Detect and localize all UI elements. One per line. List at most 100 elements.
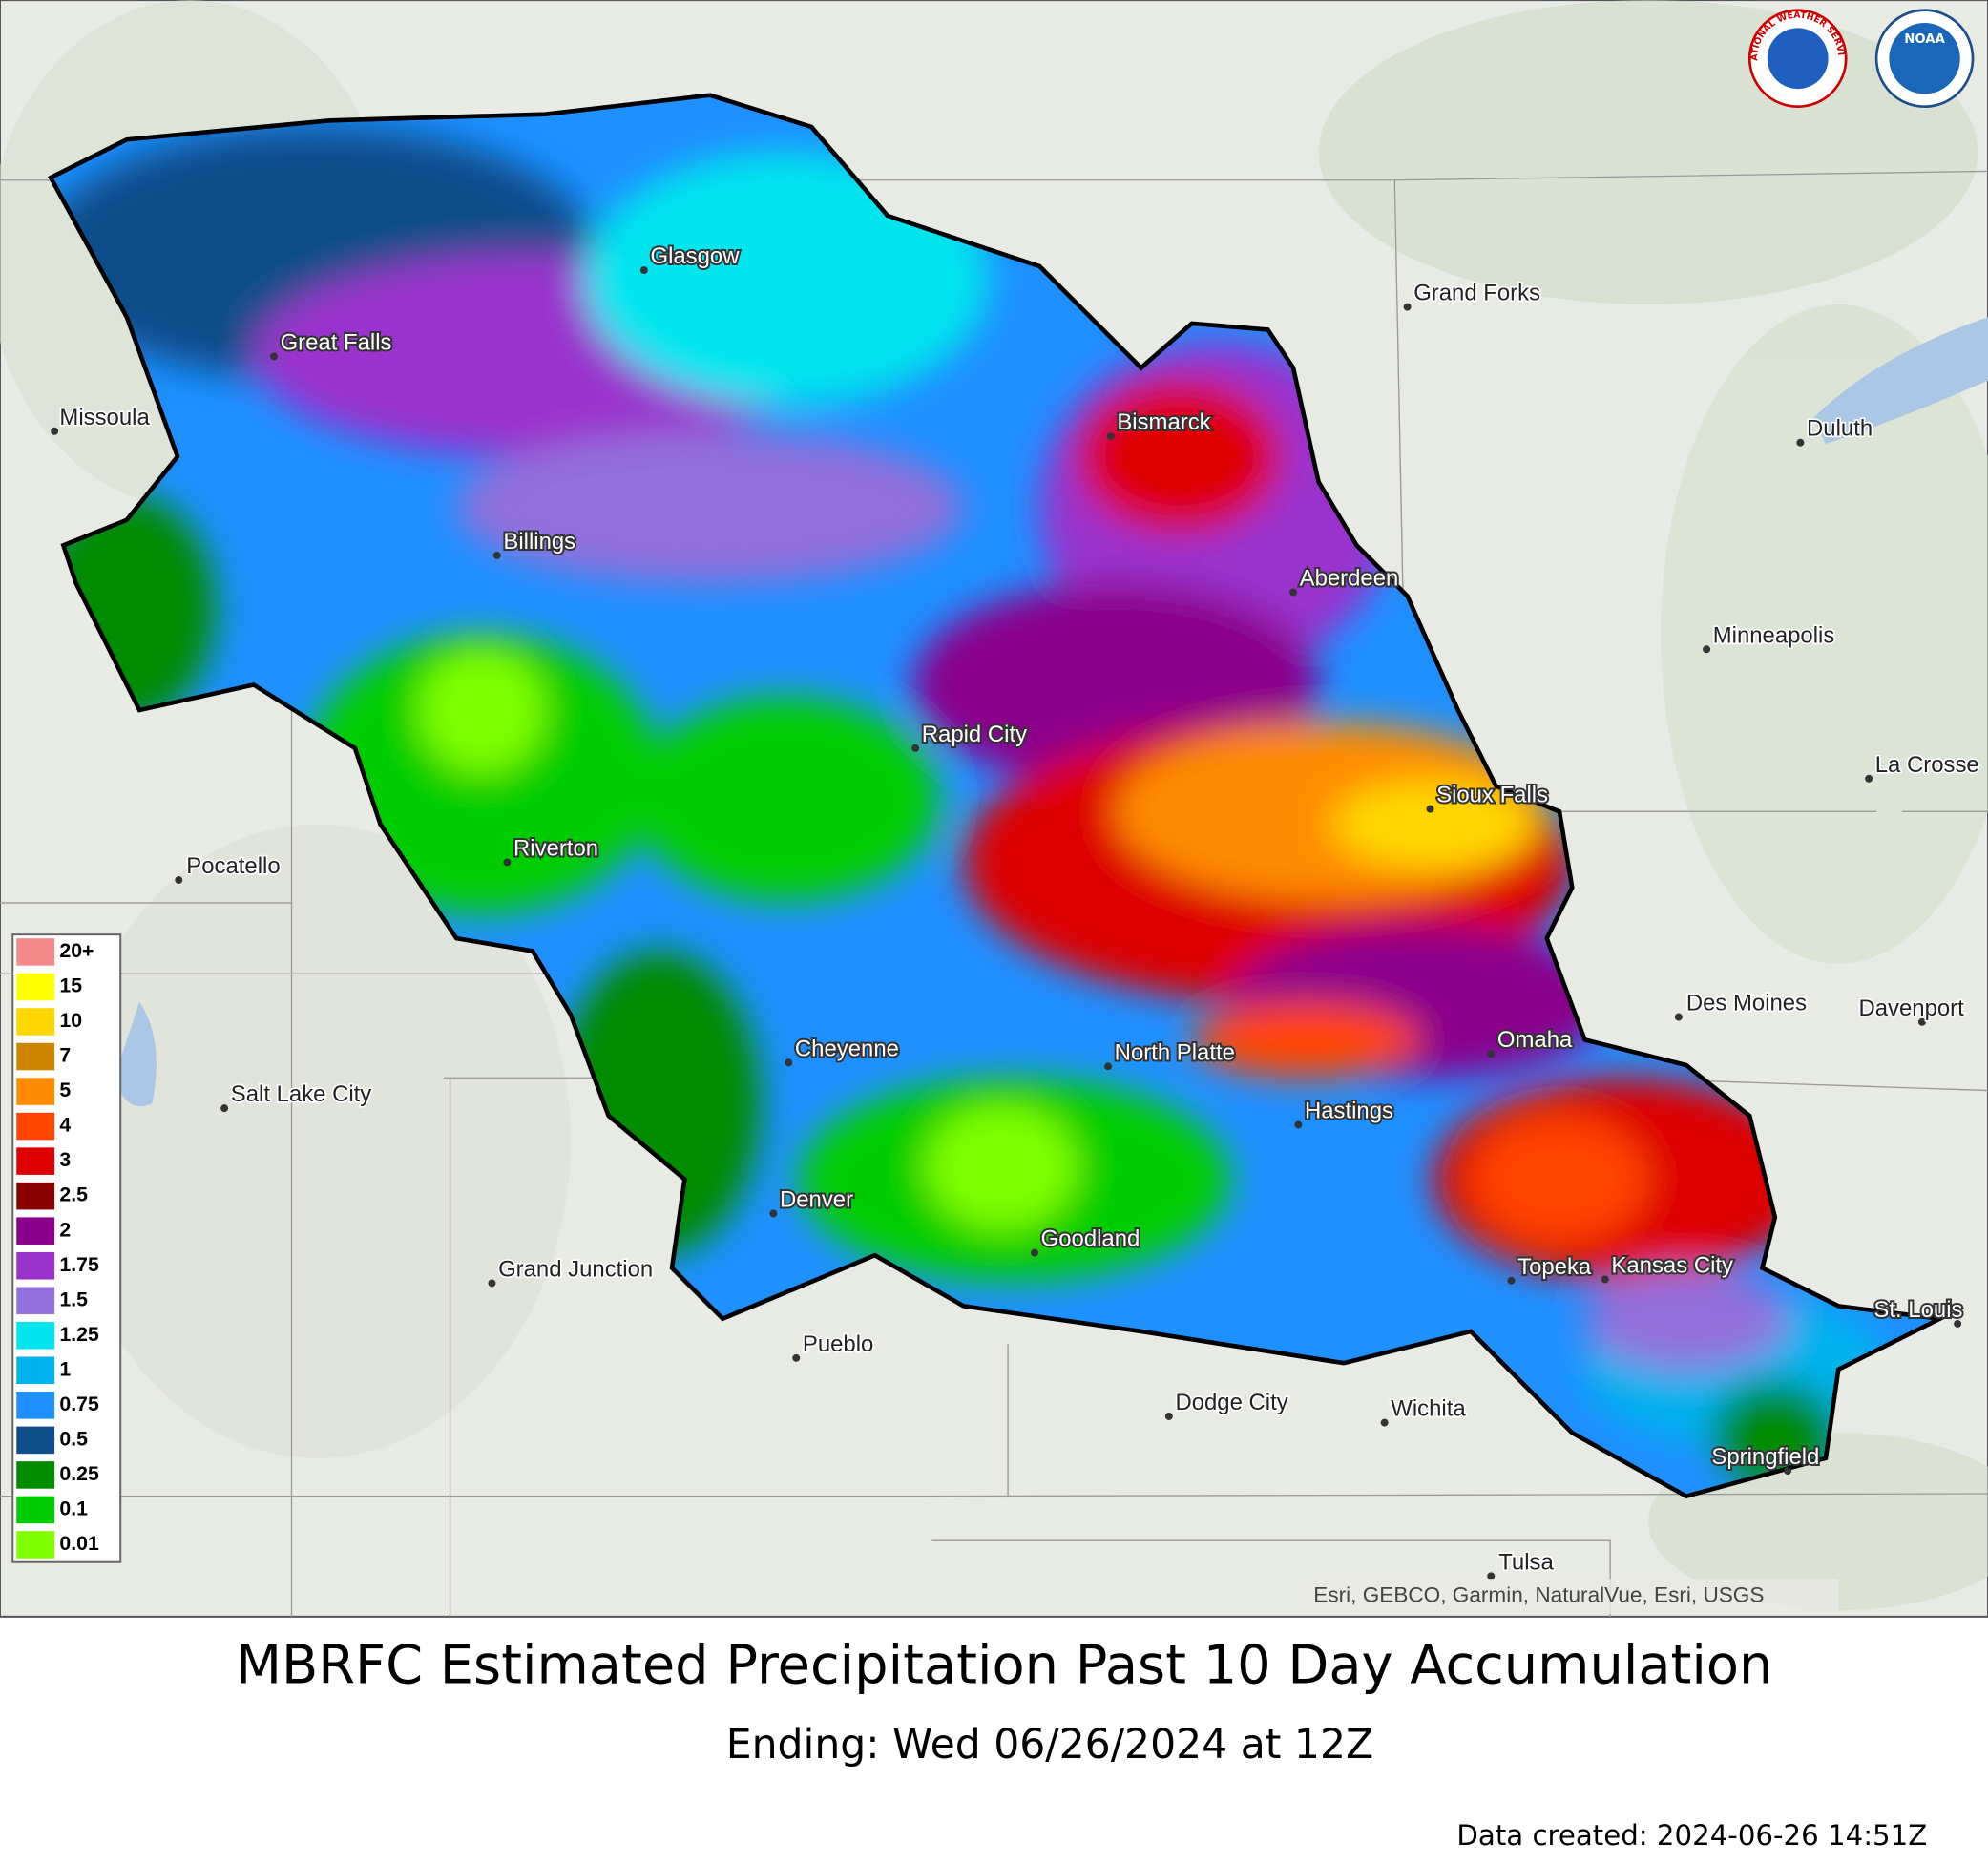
city-dot xyxy=(1289,588,1297,597)
city-dot xyxy=(175,876,183,885)
city-label: Dodge City xyxy=(1175,1390,1287,1415)
city-label: Glasgow xyxy=(650,243,740,269)
great-salt-lake xyxy=(114,1001,157,1107)
city-dot xyxy=(1674,1013,1683,1021)
city-dot xyxy=(1487,1572,1496,1581)
legend-label: 15 xyxy=(59,974,82,997)
city-dot xyxy=(1380,1418,1389,1427)
city-label: Aberdeen xyxy=(1300,566,1399,592)
legend-swatch xyxy=(16,1217,55,1245)
legend-label: 0.25 xyxy=(59,1462,99,1485)
city-dot xyxy=(792,1353,801,1362)
legend-swatch xyxy=(16,1392,55,1419)
legend-swatch xyxy=(16,1112,55,1141)
city-dot xyxy=(220,1104,229,1113)
city-label: Great Falls xyxy=(281,329,392,355)
city-dot xyxy=(1917,1017,1926,1026)
noaa-logo-text: NOAA xyxy=(1904,32,1945,47)
city-dot xyxy=(1294,1120,1303,1129)
city-label: Bismarck xyxy=(1117,409,1210,435)
city-dot xyxy=(1507,1276,1516,1285)
legend-label: 5 xyxy=(59,1079,71,1101)
title: MBRFC Estimated Precipitation Past 10 Da… xyxy=(236,1634,1772,1696)
legend: 20+ 15 10 7 5 4 3 2.5 2 1.75 1.5 1.25 1 0.75 0.5 0.25 0.… xyxy=(11,933,122,1563)
legend-swatch xyxy=(16,1321,55,1350)
legend-label: 1.75 xyxy=(59,1253,99,1276)
city-label: Billings xyxy=(503,529,575,555)
legend-swatch xyxy=(16,1531,55,1559)
legend-label: 1 xyxy=(59,1357,71,1380)
attribution: Esri, GEBCO, Garmin, NaturalVue, Esri, U… xyxy=(1313,1583,1764,1607)
legend-swatch xyxy=(16,1042,55,1071)
city-dot xyxy=(911,744,920,752)
city-dot xyxy=(269,352,278,361)
city-dot xyxy=(1601,1275,1609,1284)
legend-swatch xyxy=(16,973,55,1001)
legend-label: 0.75 xyxy=(59,1393,99,1415)
legend-swatch xyxy=(16,1251,55,1280)
attribution-bg xyxy=(1306,1579,1839,1615)
city-dot xyxy=(488,1279,496,1288)
city-label: Tulsa xyxy=(1498,1549,1554,1575)
legend-label: 0.5 xyxy=(59,1427,88,1450)
city-label: St. Louis xyxy=(1873,1297,1962,1323)
city-label: Grand Forks xyxy=(1413,281,1540,306)
city-label: Salt Lake City xyxy=(231,1081,372,1107)
basin-boundary xyxy=(47,93,1948,1499)
city-label: Topeka xyxy=(1517,1254,1592,1280)
legend-swatch xyxy=(16,1496,55,1524)
city-dot xyxy=(1104,1062,1113,1071)
legend-swatch xyxy=(16,1426,55,1455)
legend-swatch xyxy=(16,1078,55,1105)
city-dot xyxy=(1796,438,1805,447)
city-label: La Crosse xyxy=(1875,752,1979,778)
city-dot xyxy=(1164,1412,1173,1420)
subtitle: Ending: Wed 06/26/2024 at 12Z xyxy=(726,1722,1373,1769)
city-label: Pocatello xyxy=(186,853,280,879)
city-label: Grand Junction xyxy=(498,1257,653,1283)
city-dot xyxy=(51,427,59,435)
city-dot xyxy=(1487,1050,1496,1058)
legend-label: 4 xyxy=(59,1114,71,1137)
city-label: Goodland xyxy=(1041,1226,1140,1252)
city-dot xyxy=(1426,805,1434,813)
city-label: Des Moines xyxy=(1686,991,1807,1016)
city-label: Cheyenne xyxy=(795,1036,899,1061)
legend-label: 3 xyxy=(59,1148,71,1171)
city-dot xyxy=(1403,303,1412,311)
city-label: Minneapolis xyxy=(1713,622,1835,648)
city-label: Omaha xyxy=(1497,1027,1573,1053)
city-label: North Platte xyxy=(1115,1039,1235,1065)
city-label: Denver xyxy=(780,1186,853,1212)
city-label: Duluth xyxy=(1807,416,1873,442)
legend-swatch xyxy=(16,1008,55,1036)
city-label: Wichita xyxy=(1391,1396,1466,1422)
city-label: Riverton xyxy=(513,835,598,861)
city-label: Missoula xyxy=(59,405,150,430)
legend-label: 2.5 xyxy=(59,1183,88,1206)
city-dot xyxy=(785,1058,793,1067)
legend-swatch xyxy=(16,1147,55,1175)
legend-label: 0.1 xyxy=(59,1497,88,1520)
city-dot xyxy=(1703,645,1711,654)
legend-swatch xyxy=(16,1182,55,1210)
city-label: Hastings xyxy=(1305,1098,1393,1123)
city-label: Springfield xyxy=(1711,1444,1819,1470)
legend-box xyxy=(11,933,122,1563)
legend-label: 0.01 xyxy=(59,1532,99,1555)
legend-swatch xyxy=(16,1461,55,1489)
legend-swatch xyxy=(16,1287,55,1315)
city-dot xyxy=(1954,1320,1962,1328)
city-dot xyxy=(1031,1248,1038,1257)
legend-label: 20+ xyxy=(59,939,94,962)
city-dot xyxy=(1106,432,1115,441)
city-label: Davenport xyxy=(1858,995,1964,1021)
legend-swatch xyxy=(16,1356,55,1385)
legend-swatch xyxy=(16,938,55,966)
city-dot xyxy=(769,1209,778,1218)
city-dot xyxy=(639,266,648,275)
city-label: Pueblo xyxy=(803,1331,873,1357)
city-label: Rapid City xyxy=(922,722,1027,747)
